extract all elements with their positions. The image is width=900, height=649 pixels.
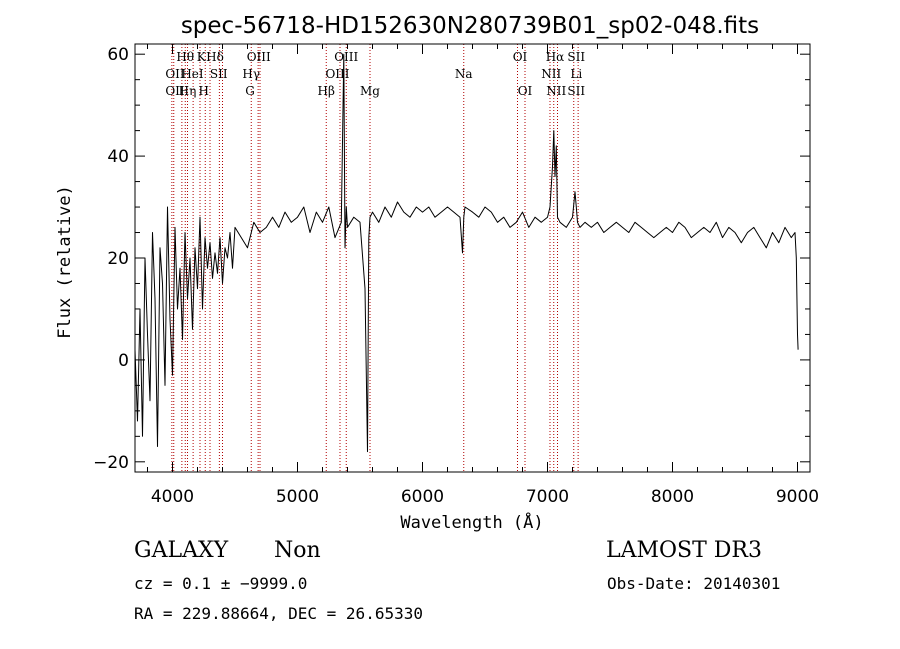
line-label-19: G [245, 84, 255, 98]
line-label-17: Hη [179, 84, 197, 98]
redshift-readout: cz = 0.1 ± −9999.0 [134, 574, 308, 593]
object-type: GALAXY [134, 538, 229, 563]
y-tick-label-1: 0 [118, 351, 129, 371]
line-label-14: NII [541, 67, 561, 81]
line-label-6: Hα [546, 50, 565, 64]
line-label-1: K [197, 50, 207, 64]
y-axis-label: Flux (relative) [55, 185, 75, 339]
y-tick-label-4: 60 [107, 45, 129, 65]
x-axis: 4000 5000 6000 7000 8000 9000 [147, 44, 819, 507]
line-label-5: OI [513, 50, 528, 64]
line-label-13: Na [455, 67, 473, 81]
line-label-0: Hθ [176, 50, 194, 64]
line-label-20: Hβ [318, 84, 335, 98]
x-tick-label-2: 6000 [401, 487, 444, 507]
x-tick-label-0: 4000 [151, 487, 194, 507]
chart-title: spec-56718-HD152630N280739B01_sp02-048.f… [181, 13, 759, 39]
line-label-16: OII [165, 84, 185, 98]
y-axis: −20 0 20 40 60 [93, 45, 810, 473]
x-tick-label-4: 8000 [651, 487, 694, 507]
spectrum-line [134, 53, 799, 453]
survey-label: LAMOST DR3 [606, 538, 762, 563]
line-label-11: Hγ [242, 67, 260, 81]
plot-frame [134, 43, 811, 473]
obs-date: Obs-Date: 20140301 [607, 574, 781, 593]
line-label-12: OIII [325, 67, 349, 81]
line-label-3: OIII [247, 50, 271, 64]
line-label-8: OII [165, 67, 185, 81]
object-subclass: Non [274, 538, 321, 563]
line-label-15: Li [570, 67, 582, 81]
line-label-23: NII [546, 84, 566, 98]
line-label-22: OI [518, 84, 533, 98]
y-tick-label-2: 20 [107, 249, 129, 269]
line-label-2: Hδ [206, 50, 224, 64]
x-tick-label-3: 7000 [526, 487, 569, 507]
line-label-10: SII [210, 67, 228, 81]
line-label-18: H [199, 84, 209, 98]
line-label-7: SII [567, 50, 585, 64]
ra-dec-readout: RA = 229.88664, DEC = 26.65330 [134, 604, 423, 623]
x-tick-label-1: 5000 [276, 487, 319, 507]
line-label-4: OIII [334, 50, 358, 64]
x-axis-label: Wavelength (Å) [400, 511, 543, 533]
line-label-24: SII [567, 84, 585, 98]
y-tick-label-3: 40 [107, 147, 129, 167]
y-tick-label-0: −20 [93, 453, 129, 473]
x-tick-label-5: 9000 [776, 487, 819, 507]
line-label-9: HeI [181, 67, 204, 81]
spectrum-series [134, 53, 799, 453]
line-markers [171, 44, 579, 472]
line-label-21: Mg [360, 84, 380, 98]
